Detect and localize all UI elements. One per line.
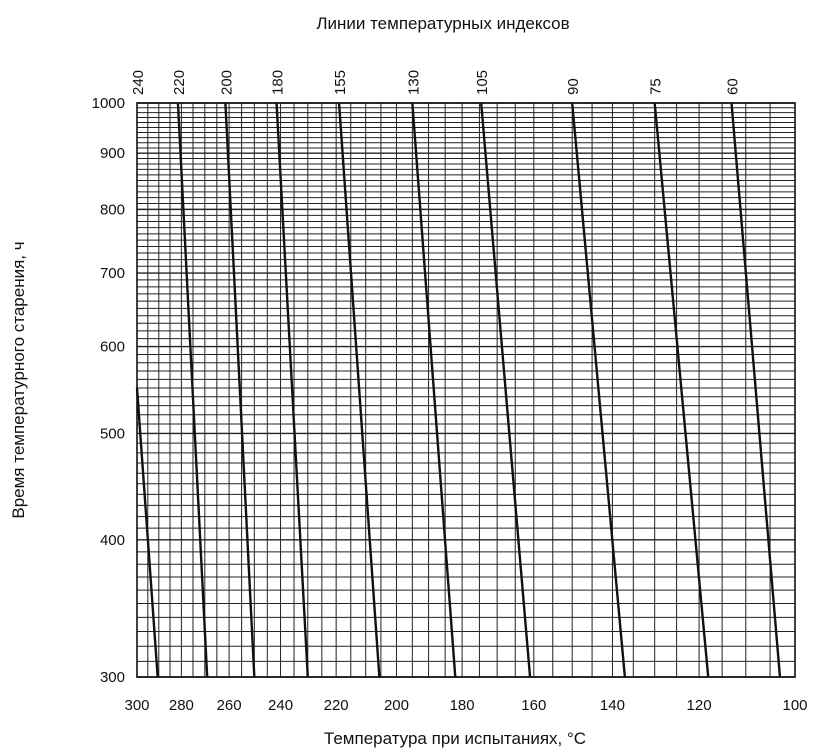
index-label-180: 180 [270,70,287,95]
x-tick-label: 120 [687,697,712,714]
x-axis-ticks: 300 280 260 240 220 200 180 160 140 120 100 [124,697,807,714]
x-tick-label: 100 [782,697,807,714]
x-tick-label: 180 [450,697,475,714]
index-label-200: 200 [218,70,235,95]
index-line-240 [135,387,159,678]
x-tick-label: 220 [324,697,349,714]
index-line-90 [570,102,627,678]
x-tick-label: 160 [521,697,546,714]
index-label-60: 60 [725,78,742,95]
index-label-240: 240 [130,70,147,95]
y-axis-ticks: 300 400 500 600 700 800 900 1000 [92,95,125,686]
index-labels: 240 220 200 180 155 130 105 90 75 60 [130,70,742,95]
index-label-220: 220 [171,70,188,95]
y-tick-label: 800 [100,201,125,218]
index-label-105: 105 [474,70,491,95]
x-tick-label: 240 [268,697,293,714]
y-tick-label: 400 [100,532,125,549]
y-tick-label: 600 [100,339,125,356]
index-label-155: 155 [332,70,349,95]
chart-title: Линии температурных индексов [316,14,569,33]
index-label-130: 130 [405,70,422,95]
y-tick-label: 1000 [92,95,125,112]
index-lines [135,102,782,678]
plot-border [136,102,796,678]
y-tick-label: 300 [100,669,125,686]
index-label-75: 75 [648,78,665,95]
index-line-180 [275,102,309,678]
x-tick-label: 280 [169,697,194,714]
index-line-220 [176,102,209,678]
index-line-200 [224,102,256,678]
y-tick-label: 900 [100,145,125,162]
grid [136,102,796,678]
index-line-105 [479,102,532,678]
y-axis-label: Время температурного старения, ч [9,241,28,518]
x-tick-label: 140 [600,697,625,714]
x-tick-label: 300 [124,697,149,714]
index-line-130 [411,102,457,678]
x-tick-label: 200 [384,697,409,714]
y-tick-label: 700 [100,265,125,282]
index-label-90: 90 [565,78,582,95]
x-tick-label: 260 [217,697,242,714]
index-line-75 [653,102,710,678]
x-axis-label: Температура при испытаниях, °C [324,729,586,748]
y-tick-label: 500 [100,425,125,442]
index-line-155 [337,102,381,678]
plot-frame [136,102,796,678]
index-line-60 [730,102,782,678]
